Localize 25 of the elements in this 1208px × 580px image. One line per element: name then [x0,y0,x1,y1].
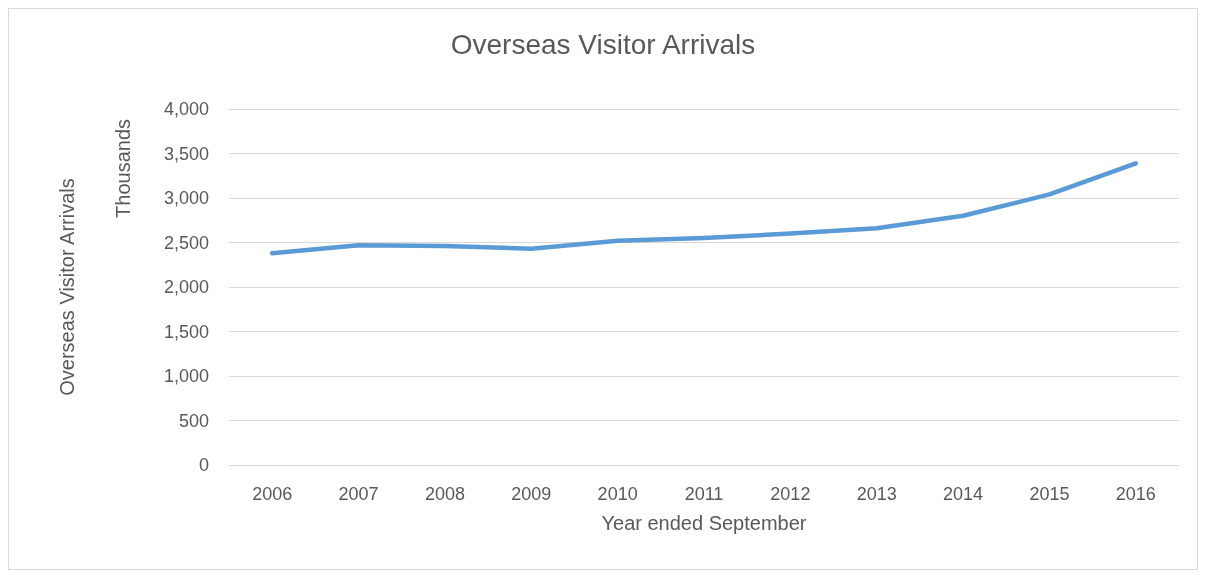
x-tick-label: 2011 [684,484,724,504]
x-tick-label: 2013 [856,484,897,504]
y-axis-title: Overseas Visitor Arrivals [56,178,78,396]
x-axis-title: Year ended September [601,512,807,534]
x-tick-label: 2010 [597,484,638,504]
y-tick-label: 3,500 [163,143,209,164]
line-series [269,161,1139,256]
x-tick-label: 2009 [511,484,552,504]
chart-title: Overseas Visitor Arrivals [450,28,756,60]
x-tick-label: 2012 [770,484,811,504]
x-tick-label: 2007 [338,484,379,504]
text: Thousands [112,118,134,218]
y-tick-label: 3,000 [163,188,209,208]
y-tick-label: 1,500 [163,321,209,342]
y-tick-label: 0 [198,455,209,475]
y-tick-label: 4,000 [163,99,209,119]
x-tick-label: 2014 [943,484,984,504]
y-tick-label: 2,000 [163,277,209,297]
y-tick-label: 2,500 [163,232,209,253]
x-tick-label: 2006 [252,484,293,504]
x-tick-label: 2015 [1029,484,1070,504]
y-tick-label: 1,000 [163,366,209,386]
x-tick-label: 2016 [1115,484,1156,504]
x-tick-label: 2008 [424,484,465,504]
y-tick-label: 500 [178,410,209,431]
